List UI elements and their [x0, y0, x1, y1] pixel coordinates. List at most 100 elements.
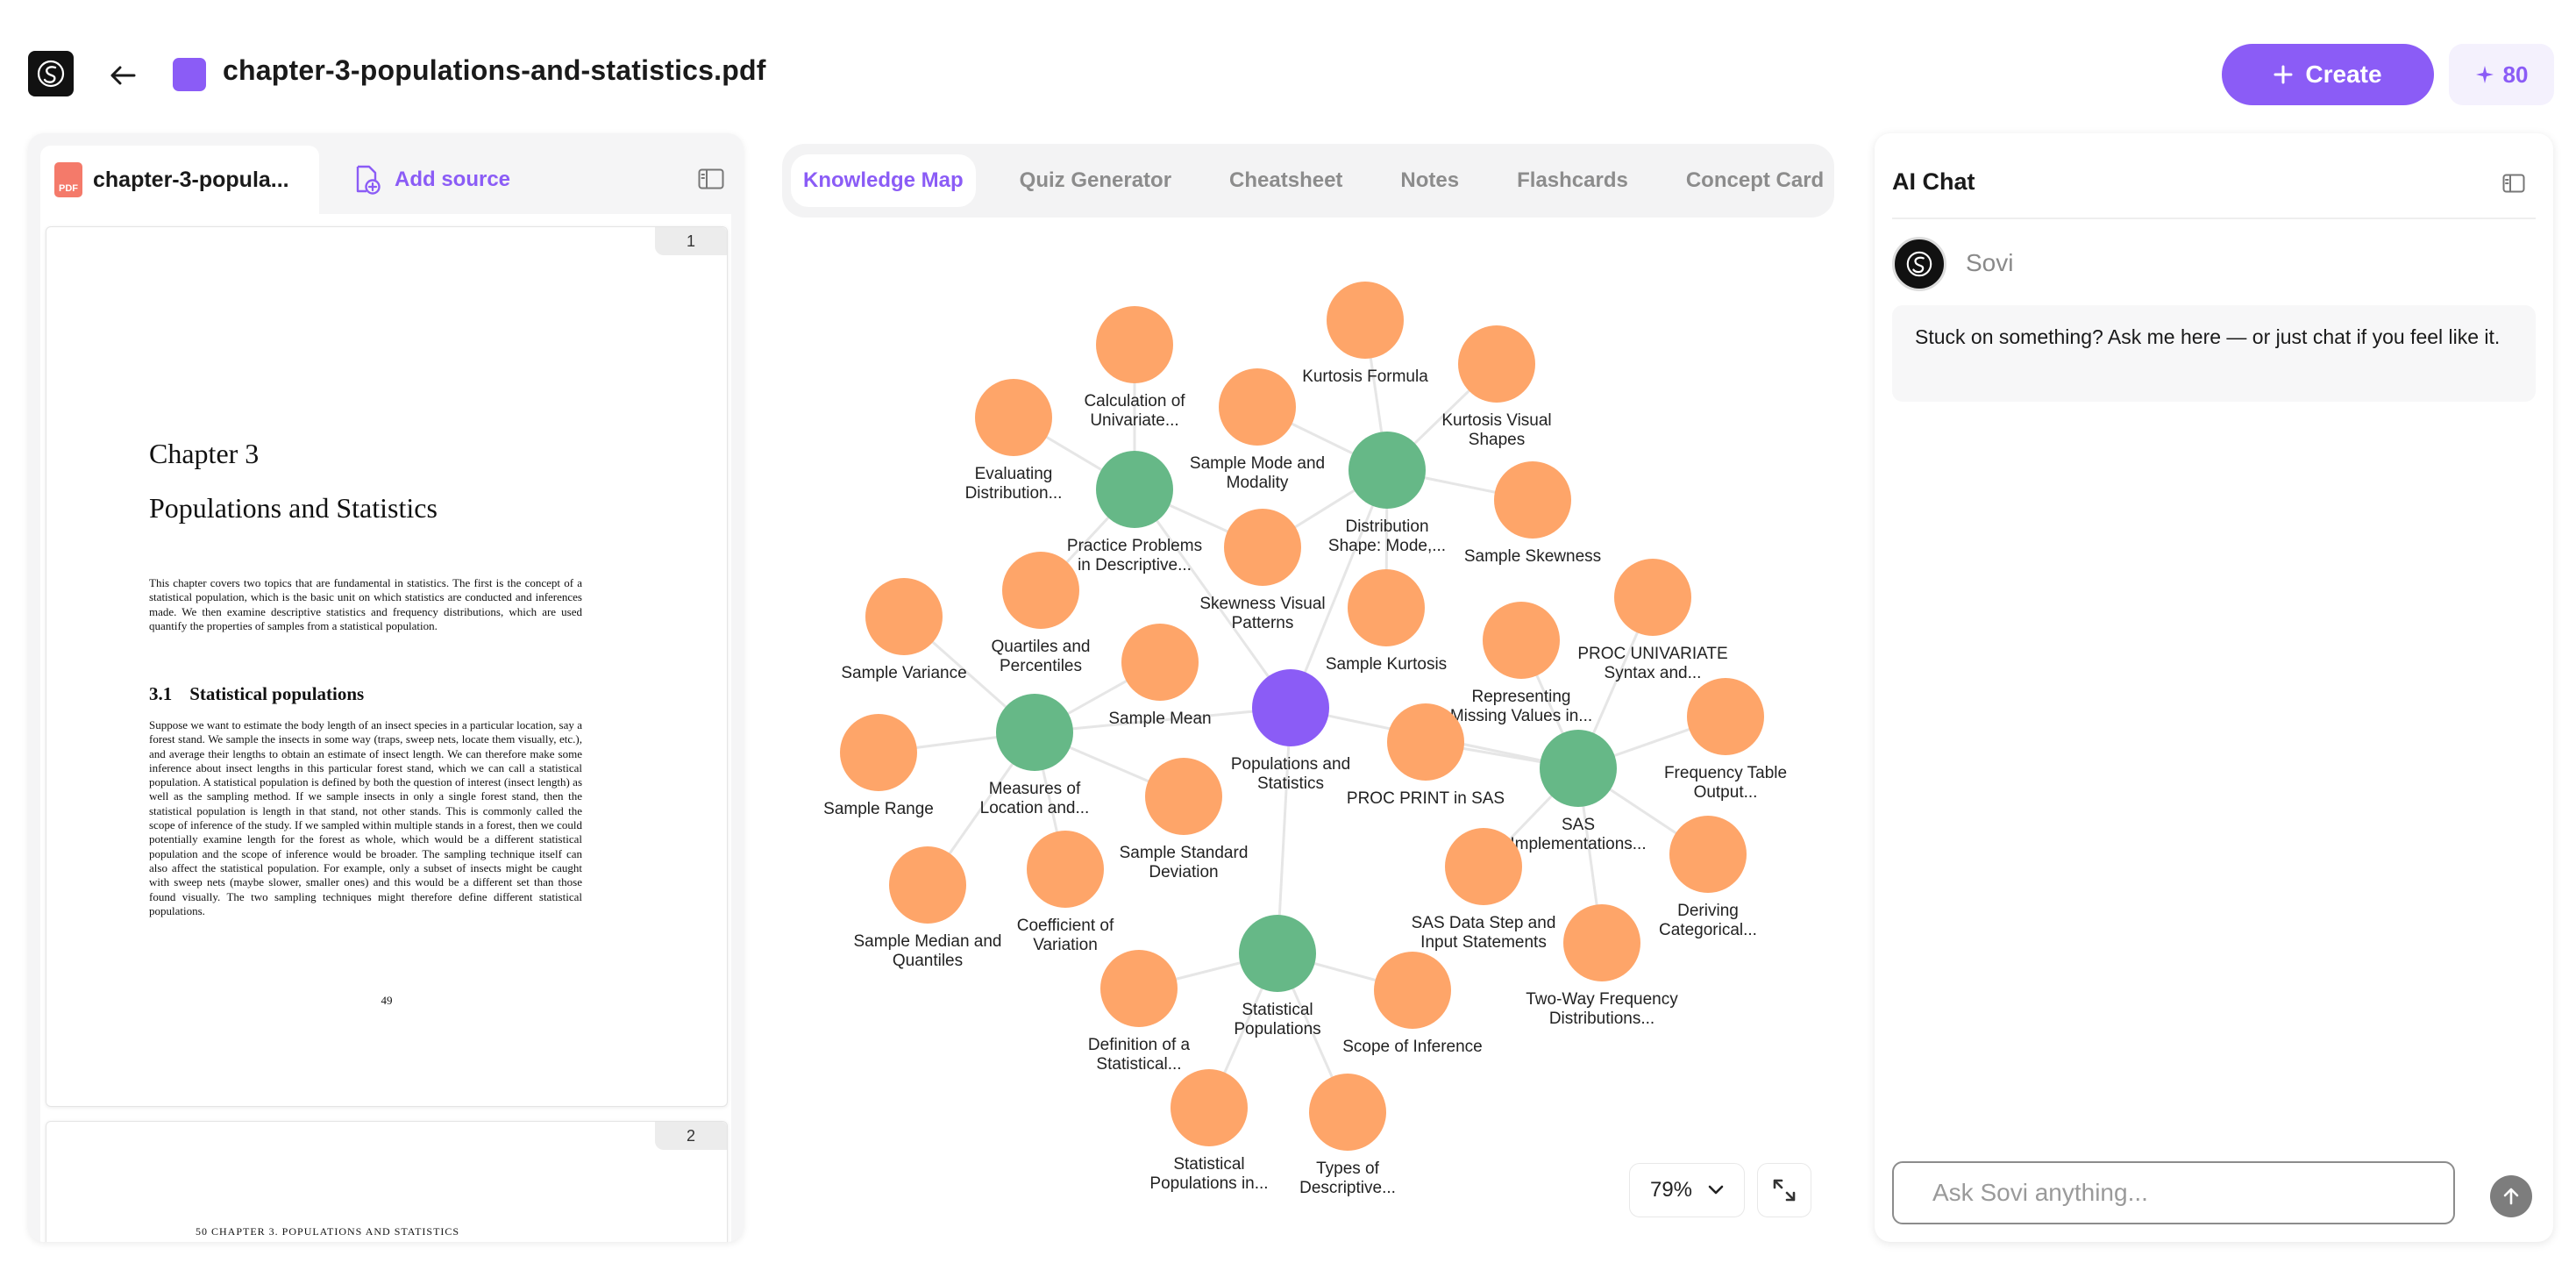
section-number: 3.1: [149, 683, 173, 704]
map-node-l22[interactable]: Two-Way FrequencyDistributions...: [1526, 904, 1678, 1028]
map-node-l19[interactable]: PROC PRINT in SAS: [1347, 703, 1505, 808]
map-node-circle[interactable]: [1096, 306, 1173, 383]
tab-quiz-generator[interactable]: Quiz Generator: [1019, 168, 1172, 192]
map-node-circle[interactable]: [1494, 461, 1571, 539]
create-button[interactable]: Create: [2222, 44, 2434, 105]
sidebar-toggle-icon: [2502, 174, 2525, 193]
map-node-circle[interactable]: [1171, 1069, 1248, 1146]
map-node-label: Statistical: [1242, 1001, 1313, 1019]
pdf-page: 1 Chapter 3 Populations and Statistics T…: [46, 226, 728, 1107]
knowledge-map[interactable]: Populations and Statistics Practice Proble…: [782, 230, 1834, 1238]
fit-view-button[interactable]: [1757, 1163, 1811, 1217]
map-node-l10[interactable]: Sample Variance: [841, 578, 967, 682]
map-node-circle[interactable]: [996, 694, 1073, 771]
map-node-circle[interactable]: [1096, 451, 1173, 528]
tab-cheatsheet[interactable]: Cheatsheet: [1229, 168, 1343, 192]
map-node-circle[interactable]: [1002, 552, 1079, 629]
send-button[interactable]: [2490, 1175, 2532, 1217]
map-node-label: Sample Kurtosis: [1326, 655, 1447, 674]
map-node-circle[interactable]: [1348, 432, 1426, 509]
chevron-down-icon: [1708, 1185, 1724, 1195]
map-node-circle[interactable]: [1614, 559, 1691, 636]
back-button[interactable]: [103, 56, 142, 95]
map-node-label: Types of: [1316, 1160, 1380, 1178]
map-node-circle[interactable]: [1445, 828, 1522, 905]
map-node-circle[interactable]: [889, 846, 966, 924]
collapse-sources-button[interactable]: [698, 168, 724, 189]
map-node-label: Deviation: [1149, 863, 1218, 881]
pdf-icon-label: PDF: [59, 183, 78, 194]
map-node-circle[interactable]: [1252, 669, 1329, 746]
map-node-circle[interactable]: [1348, 569, 1425, 646]
tab-concept-card[interactable]: Concept Card: [1685, 168, 1825, 192]
map-node-circle[interactable]: [975, 379, 1052, 456]
tab-flashcards[interactable]: Flashcards: [1517, 168, 1628, 192]
map-node-l9[interactable]: Sample Kurtosis: [1326, 569, 1447, 674]
map-node-circle[interactable]: [1540, 730, 1617, 807]
map-node-circle[interactable]: [1483, 602, 1560, 679]
map-node-h4[interactable]: SASImplementations...: [1510, 730, 1647, 853]
map-node-circle[interactable]: [1687, 678, 1764, 755]
map-node-circle[interactable]: [1669, 816, 1747, 893]
map-node-circle[interactable]: [1387, 703, 1464, 781]
map-node-l24[interactable]: Scope of Inference: [1342, 952, 1483, 1056]
map-node-circle[interactable]: [1219, 368, 1296, 446]
map-node-circle[interactable]: [1327, 282, 1404, 359]
page-number-badge: 1: [655, 227, 727, 255]
map-node-l26[interactable]: Types ofDescriptive...: [1299, 1074, 1396, 1197]
map-node-circle[interactable]: [1121, 624, 1199, 701]
map-node-l20[interactable]: DerivingCategorical...: [1659, 816, 1757, 939]
chat-title: AI Chat: [1892, 168, 1975, 195]
map-node-l11[interactable]: Sample Mean: [1108, 624, 1212, 728]
tab-notes[interactable]: Notes: [1400, 168, 1460, 192]
source-tab-chapter-3[interactable]: PDF chapter-3-popula...: [40, 146, 319, 214]
map-node-circle[interactable]: [1027, 831, 1104, 908]
map-node-l23[interactable]: Definition of aStatistical...: [1088, 950, 1191, 1074]
arrow-left-icon: [110, 66, 136, 85]
map-node-l1[interactable]: Calculation ofUnivariate...: [1084, 306, 1185, 430]
app-logo[interactable]: [28, 51, 74, 96]
map-node-circle[interactable]: [840, 714, 917, 791]
map-node-circle[interactable]: [1563, 904, 1640, 981]
add-source-button[interactable]: Add source: [354, 160, 510, 200]
map-node-l12[interactable]: Sample Range: [823, 714, 934, 818]
zoom-select[interactable]: 79%: [1629, 1163, 1745, 1217]
map-node-label: Implementations...: [1510, 835, 1646, 853]
map-node-l7[interactable]: Sample Skewness: [1464, 461, 1601, 566]
map-node-circle[interactable]: [1224, 509, 1301, 586]
tab-knowledge-map[interactable]: Knowledge Map: [791, 154, 976, 207]
map-node-circle[interactable]: [1309, 1074, 1386, 1151]
collapse-chat-button[interactable]: [2502, 174, 2525, 193]
chat-input[interactable]: [1892, 1161, 2455, 1224]
map-node-label: Evaluating: [975, 465, 1053, 483]
map-node-circle[interactable]: [1145, 758, 1222, 835]
pdf-viewer[interactable]: 1 Chapter 3 Populations and Statistics T…: [40, 214, 731, 1242]
map-node-circle[interactable]: [865, 578, 943, 655]
map-node-circle[interactable]: [1100, 950, 1178, 1027]
map-node-l2[interactable]: EvaluatingDistribution...: [965, 379, 1063, 503]
pdf-page: 2 50 CHAPTER 3. POPULATIONS AND STATISTI…: [46, 1121, 728, 1242]
map-node-l4[interactable]: Kurtosis Formula: [1302, 282, 1428, 386]
map-node-l18[interactable]: Frequency TableOutput...: [1664, 678, 1787, 802]
map-node-circle[interactable]: [1239, 915, 1316, 992]
map-node-circle[interactable]: [1458, 325, 1535, 403]
map-node-circle[interactable]: [1374, 952, 1451, 1029]
credits-badge[interactable]: 80: [2449, 44, 2554, 105]
